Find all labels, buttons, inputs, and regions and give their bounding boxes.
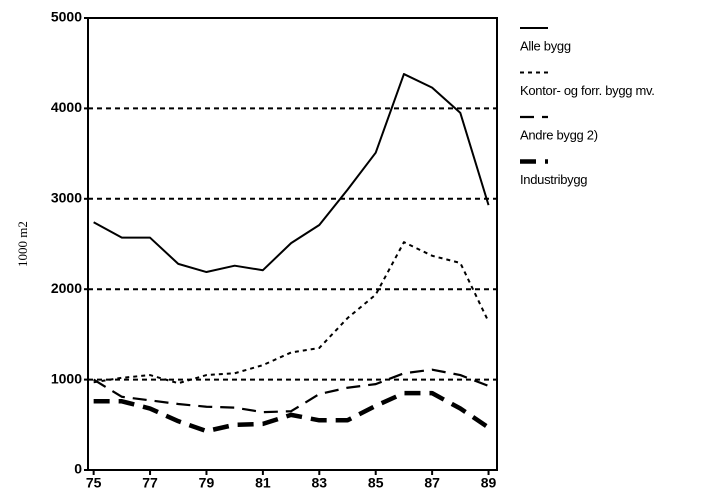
series-line: [93, 241, 490, 385]
legend-label: Industribygg: [520, 172, 587, 187]
x-tick-label: 75: [86, 475, 102, 491]
x-tick-label: 87: [424, 475, 440, 491]
x-tick-label: 83: [312, 475, 328, 491]
y-tick-label: 3000: [51, 190, 82, 206]
legend-label: Andre bygg 2): [520, 127, 598, 142]
legend-label: Kontor- og forr. bygg mv.: [520, 83, 655, 98]
y-tick-label: 2000: [51, 280, 82, 296]
x-tick-label: 89: [481, 475, 497, 491]
y-tick-label: 4000: [51, 99, 82, 115]
y-axis-label: 1000 m2: [15, 221, 30, 267]
y-tick-label: 1000: [51, 370, 82, 386]
series-line: [93, 368, 489, 414]
x-tick-label: 77: [142, 475, 158, 491]
x-tick-label: 81: [255, 475, 271, 491]
series-line: [93, 73, 490, 274]
y-tick-label: 5000: [51, 9, 82, 25]
x-tick-label: 85: [368, 475, 384, 491]
x-tick-label: 79: [199, 475, 215, 491]
legend-label: Alle bygg: [520, 38, 571, 53]
series-line: [93, 390, 490, 434]
y-tick-label: 0: [74, 461, 82, 477]
plot-frame: [87, 17, 498, 471]
